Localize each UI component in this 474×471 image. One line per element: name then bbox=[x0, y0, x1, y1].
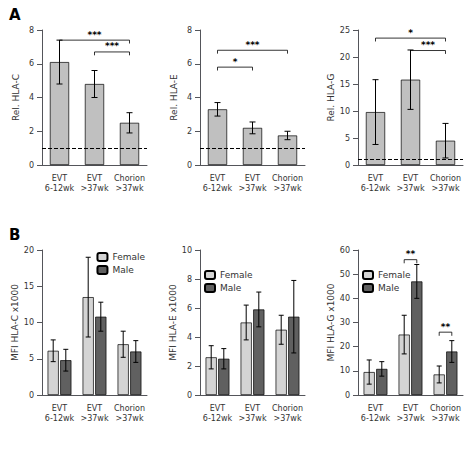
svg-text:20: 20 bbox=[340, 53, 350, 62]
svg-text:40: 40 bbox=[340, 294, 350, 303]
svg-text:20: 20 bbox=[24, 246, 34, 255]
svg-text:0: 0 bbox=[345, 391, 350, 400]
svg-text:Chorion: Chorion bbox=[272, 174, 303, 183]
svg-text:>37wk: >37wk bbox=[115, 184, 143, 193]
svg-text:6-12wk: 6-12wk bbox=[361, 414, 391, 423]
svg-text:EVT: EVT bbox=[245, 174, 261, 183]
svg-text:Male: Male bbox=[378, 283, 400, 293]
svg-text:10: 10 bbox=[340, 107, 350, 116]
svg-text:20: 20 bbox=[340, 342, 350, 351]
svg-text:>37wk: >37wk bbox=[80, 414, 108, 423]
svg-text:5: 5 bbox=[29, 354, 34, 363]
svg-text:EVT: EVT bbox=[210, 404, 226, 413]
svg-text:2: 2 bbox=[187, 127, 192, 136]
svg-text:6: 6 bbox=[187, 304, 192, 313]
svg-text:>37wk: >37wk bbox=[238, 414, 266, 423]
svg-text:>37wk: >37wk bbox=[431, 184, 459, 193]
svg-text:6-12wk: 6-12wk bbox=[203, 184, 233, 193]
svg-text:***: *** bbox=[421, 40, 435, 50]
svg-text:EVT: EVT bbox=[52, 174, 68, 183]
svg-text:EVT: EVT bbox=[368, 174, 384, 183]
svg-text:10: 10 bbox=[182, 246, 192, 255]
svg-text:Rel. HLA-C: Rel. HLA-C bbox=[11, 74, 21, 121]
svg-text:0: 0 bbox=[29, 391, 34, 400]
svg-text:>37wk: >37wk bbox=[396, 184, 424, 193]
svg-text:>37wk: >37wk bbox=[273, 414, 301, 423]
svg-text:4: 4 bbox=[187, 93, 192, 102]
svg-text:30: 30 bbox=[340, 318, 350, 327]
svg-text:8: 8 bbox=[29, 26, 34, 35]
svg-text:6-12wk: 6-12wk bbox=[203, 414, 233, 423]
svg-text:15: 15 bbox=[24, 282, 34, 291]
svg-text:EVT: EVT bbox=[403, 174, 419, 183]
svg-text:6-12wk: 6-12wk bbox=[45, 414, 75, 423]
svg-text:***: *** bbox=[105, 41, 119, 51]
svg-text:>37wk: >37wk bbox=[238, 184, 266, 193]
svg-text:8: 8 bbox=[187, 26, 192, 35]
svg-text:15: 15 bbox=[340, 80, 350, 89]
svg-text:EVT: EVT bbox=[87, 404, 103, 413]
svg-text:Rel. HLA-E: Rel. HLA-E bbox=[169, 74, 179, 121]
svg-text:***: *** bbox=[245, 40, 259, 50]
svg-text:*: * bbox=[408, 28, 413, 38]
svg-text:Rel. HLA-G: Rel. HLA-G bbox=[326, 73, 336, 121]
svg-text:**: ** bbox=[406, 249, 416, 259]
svg-text:Male: Male bbox=[220, 283, 242, 293]
svg-text:EVT: EVT bbox=[210, 174, 226, 183]
svg-text:4: 4 bbox=[187, 333, 192, 342]
svg-text:6-12wk: 6-12wk bbox=[45, 184, 75, 193]
svg-text:10: 10 bbox=[340, 366, 350, 375]
svg-text:>37wk: >37wk bbox=[115, 414, 143, 423]
svg-text:>37wk: >37wk bbox=[80, 184, 108, 193]
svg-text:0: 0 bbox=[187, 391, 192, 400]
svg-text:Female: Female bbox=[378, 270, 411, 280]
svg-text:0: 0 bbox=[187, 161, 192, 170]
svg-text:6: 6 bbox=[187, 59, 192, 68]
svg-text:Chorion: Chorion bbox=[430, 404, 461, 413]
svg-text:25: 25 bbox=[340, 26, 350, 35]
svg-text:10: 10 bbox=[24, 318, 34, 327]
svg-text:2: 2 bbox=[187, 362, 192, 371]
svg-text:*: * bbox=[233, 57, 238, 67]
svg-text:**: ** bbox=[441, 322, 451, 332]
svg-text:50: 50 bbox=[340, 270, 350, 279]
svg-text:Female: Female bbox=[220, 270, 253, 280]
svg-text:0: 0 bbox=[345, 161, 350, 170]
svg-text:Chorion: Chorion bbox=[430, 174, 461, 183]
svg-text:Chorion: Chorion bbox=[114, 174, 145, 183]
svg-text:8: 8 bbox=[187, 275, 192, 284]
svg-text:EVT: EVT bbox=[87, 174, 103, 183]
svg-text:6: 6 bbox=[29, 59, 34, 68]
svg-text:>37wk: >37wk bbox=[273, 184, 301, 193]
svg-text:A: A bbox=[9, 6, 21, 24]
svg-text:>37wk: >37wk bbox=[431, 414, 459, 423]
svg-text:Female: Female bbox=[112, 252, 145, 262]
svg-text:6-12wk: 6-12wk bbox=[361, 184, 391, 193]
svg-text:B: B bbox=[9, 226, 20, 244]
svg-text:0: 0 bbox=[29, 161, 34, 170]
svg-text:60: 60 bbox=[340, 246, 350, 255]
svg-text:EVT: EVT bbox=[403, 404, 419, 413]
svg-text:MFI HLA-E x1000: MFI HLA-E x1000 bbox=[168, 284, 178, 361]
svg-text:2: 2 bbox=[29, 127, 34, 136]
svg-text:Chorion: Chorion bbox=[272, 404, 303, 413]
svg-text:EVT: EVT bbox=[245, 404, 261, 413]
svg-text:EVT: EVT bbox=[52, 404, 68, 413]
svg-text:>37wk: >37wk bbox=[396, 414, 424, 423]
svg-text:Male: Male bbox=[112, 265, 134, 275]
svg-text:4: 4 bbox=[29, 93, 34, 102]
svg-text:5: 5 bbox=[345, 134, 350, 143]
svg-text:MFI HLA-C x1000: MFI HLA-C x1000 bbox=[10, 284, 20, 361]
svg-text:Chorion: Chorion bbox=[114, 404, 145, 413]
svg-text:EVT: EVT bbox=[368, 404, 384, 413]
svg-text:***: *** bbox=[87, 30, 101, 40]
svg-text:MFI HLA-G x1000: MFI HLA-G x1000 bbox=[326, 283, 336, 361]
